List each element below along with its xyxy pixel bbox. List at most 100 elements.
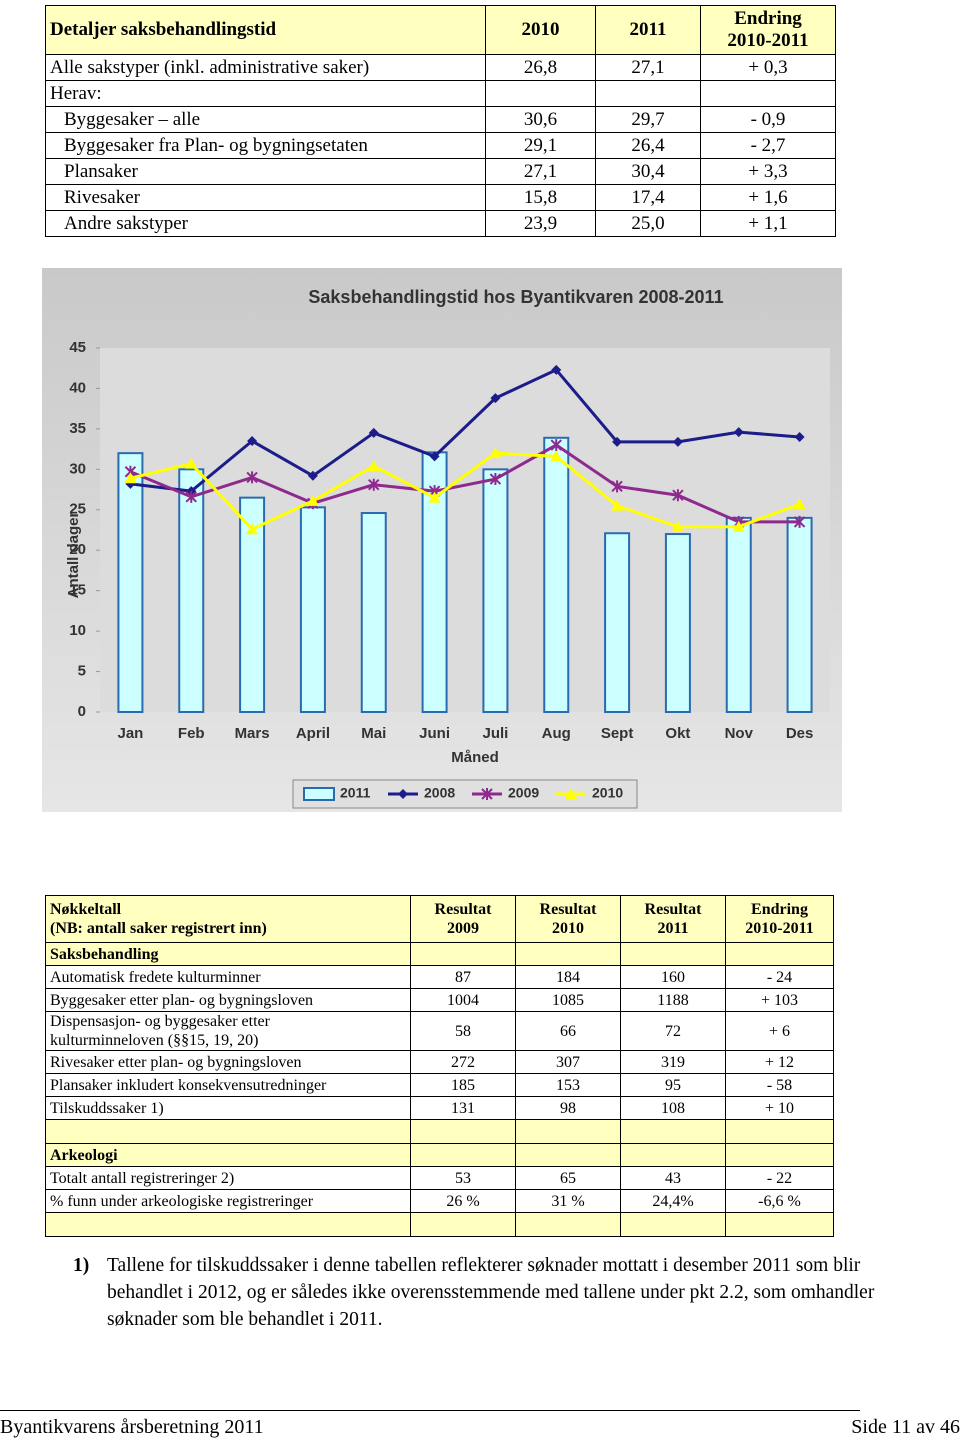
table-cell: Arkeologi [45, 1143, 411, 1167]
point-marker [125, 478, 136, 489]
point-marker [672, 489, 684, 502]
point-marker [793, 498, 806, 510]
table-row [45, 1119, 834, 1144]
cell-text: 31 % [551, 1192, 585, 1210]
table-row: Plansaker inkludert konsekvensutredninge… [45, 1073, 834, 1097]
table-cell [620, 1212, 726, 1237]
cell-text: + 12 [764, 1053, 795, 1071]
table-cell: 43 [620, 1166, 726, 1190]
cell-text: 66 [560, 1022, 576, 1040]
table-cell: 53 [410, 1166, 516, 1190]
y-tick-label: 5 [78, 663, 86, 680]
cell-text: Byggesaker fra Plan- og bygningsetaten [64, 134, 368, 156]
table-cell: 27,1 [595, 54, 701, 81]
cell-text: 26,4 [631, 134, 665, 156]
cell-text: Andre sakstyper [64, 212, 188, 234]
cell-text: Rivesaker etter plan- og bygningsloven [50, 1053, 302, 1071]
cell-text: 30,6 [523, 108, 558, 130]
table-cell: 26,4 [595, 132, 701, 159]
cell-line: kulturminneloven (§§15, 19, 20) [50, 1032, 259, 1049]
table-row: Byggesaker – alle 30,6 29,7 - 0,9 [45, 106, 836, 133]
table-cell [700, 80, 836, 107]
cell-text: 26,8 [523, 56, 558, 78]
cell-text: 17,4 [631, 186, 665, 208]
cell-text: 65 [560, 1169, 576, 1187]
table-row: Andre sakstyper 23,9 25,0 + 1,1 [45, 210, 836, 237]
table-cell: 95 [620, 1073, 726, 1097]
table-cell: Rivesaker [45, 184, 486, 211]
cell-line: (NB: antall saker registrert inn) [50, 920, 267, 937]
bar [482, 468, 509, 713]
table-cell [45, 1119, 411, 1144]
cell-text: Totalt antall registreringer 2) [50, 1169, 235, 1187]
y-tick-label: 35 [69, 420, 86, 437]
cell-line: 2011 [657, 920, 689, 937]
cell-text: + 1,6 [748, 186, 788, 208]
x-tick-label: Juli [482, 725, 508, 742]
point-marker [185, 457, 198, 469]
table-cell: - 0,9 [700, 106, 836, 133]
cell-text: Plansaker inkludert konsekvensutredninge… [50, 1076, 327, 1094]
footer-right: Side 11 av 46 [851, 1416, 960, 1438]
legend-label: 2011 [340, 785, 371, 801]
cell-line: 2009 [447, 920, 479, 937]
point-marker [481, 788, 493, 800]
point-marker [551, 364, 562, 375]
table-cell: Dispensasjon- og byggesaker etter kulturm… [45, 1011, 411, 1051]
cell-text: 98 [560, 1099, 576, 1117]
y-axis-label: Antall dager [65, 511, 82, 598]
x-tick-label: Jan [117, 725, 143, 742]
bar [117, 452, 144, 713]
cell-text: - 24 [766, 968, 793, 986]
table-row: Detaljer saksbehandlingstid 2010 2011 Endri… [45, 5, 836, 55]
cell-text: 2010 [521, 19, 560, 40]
table-cell: 30,6 [485, 106, 596, 133]
table-cell [515, 942, 621, 966]
table-cell: 25,0 [595, 210, 701, 237]
cell-line: Nøkkeltall [50, 901, 122, 918]
table-cell: Byggesaker – alle [45, 106, 486, 133]
point-marker [733, 427, 744, 438]
y-tick-label: 0 [78, 703, 86, 720]
cell-text: 272 [451, 1053, 475, 1071]
x-tick-label: Mars [235, 725, 270, 742]
table-cell [620, 1119, 726, 1144]
table-cell: Rivesaker etter plan- og bygningsloven [45, 1050, 411, 1074]
table-cell: - 58 [725, 1073, 834, 1097]
table-cell [725, 1119, 834, 1144]
table-cell: Endring 2010-2011 [725, 895, 834, 943]
table-cell: 1004 [410, 988, 516, 1012]
table-cell: + 0,3 [700, 54, 836, 81]
section-row: Saksbehandling [45, 942, 834, 966]
cell-text: 2011 [629, 19, 667, 40]
table-cell [725, 1212, 834, 1237]
table-cell: 15,8 [485, 184, 596, 211]
table-cell: 26 % [410, 1189, 516, 1213]
cell-text: 25,0 [631, 212, 665, 234]
point-marker [185, 490, 197, 503]
table-cell: 1188 [620, 988, 726, 1012]
cell-text: 319 [661, 1053, 685, 1071]
bar [604, 532, 631, 714]
table-cell: 26,8 [485, 54, 596, 81]
table-cell: % funn under arkeologiske registreringer [45, 1189, 411, 1213]
cell-text: Alle sakstyper (inkl. administrative sak… [50, 56, 370, 78]
table-cell [725, 1143, 834, 1167]
table-cell: 72 [620, 1011, 726, 1051]
legend-label: 2010 [592, 785, 623, 801]
table-cell: 153 [515, 1073, 621, 1097]
cell-text: 87 [455, 968, 471, 986]
point-marker [794, 431, 805, 442]
table-cell: + 1,6 [700, 184, 836, 211]
point-marker [550, 450, 563, 462]
x-tick-label: Mai [361, 725, 386, 742]
cell-text: -6,6 % [758, 1192, 801, 1210]
table-cell [410, 1119, 516, 1144]
point-marker [428, 491, 441, 503]
table-cell: Endring 2010-2011 [700, 5, 836, 55]
case-time-table: Detaljer saksbehandlingstid 2010 2011 Endri… [45, 5, 836, 237]
table-cell: -6,6 % [725, 1189, 834, 1213]
cell-text: 307 [556, 1053, 580, 1071]
table-cell: Saksbehandling [45, 942, 411, 966]
point-marker [612, 436, 623, 447]
